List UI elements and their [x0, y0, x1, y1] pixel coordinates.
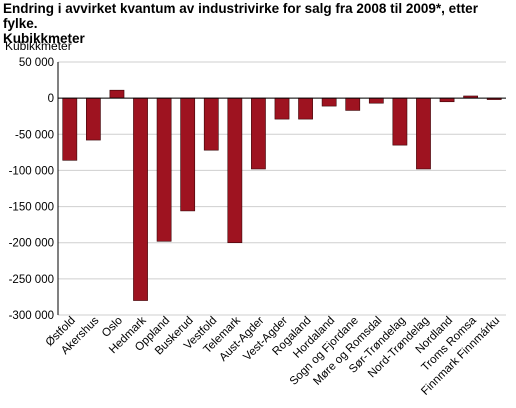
chart-title-line-2: Kubikkmeter [3, 31, 85, 46]
y-tick-label: -250 000 [9, 274, 54, 286]
bar [274, 97, 290, 120]
y-tick-label: -200 000 [9, 238, 54, 250]
bar [416, 97, 431, 170]
chart-title-line-1: Endring i avvirket kvantum av industrivi… [3, 1, 478, 31]
x-tick-labels: ØstfoldAkershusOsloHedmarkOpplandBuskeru… [44, 314, 503, 397]
bar [392, 97, 408, 146]
bar [203, 97, 219, 151]
bar [133, 97, 148, 301]
bar [439, 97, 455, 103]
bar [321, 97, 337, 107]
y-tick-label: -150 000 [9, 202, 54, 214]
y-tick-label: -50 000 [15, 129, 54, 141]
bar [251, 97, 266, 170]
bar [85, 97, 101, 141]
y-axis-label: Kubikkmeter [5, 39, 72, 53]
bar [180, 97, 196, 212]
bar [62, 97, 78, 161]
y-tick-labels: 50 000 0 -50 000 -100 000 -150 000 -200 000 -2… [9, 57, 54, 322]
bar [298, 97, 313, 120]
y-tick-label: 50 000 [19, 57, 54, 69]
y-tick-label: -300 000 [9, 310, 54, 322]
bar [156, 97, 172, 242]
y-tick-label: -100 000 [9, 165, 54, 177]
bar [227, 97, 243, 244]
bar [368, 97, 384, 104]
bars [62, 89, 502, 301]
bar [345, 97, 361, 111]
y-tick-label: 0 [48, 93, 54, 105]
chart-title: Endring i avvirket kvantum av industrivi… [3, 1, 513, 46]
axes [57, 62, 506, 315]
bar [109, 89, 125, 99]
